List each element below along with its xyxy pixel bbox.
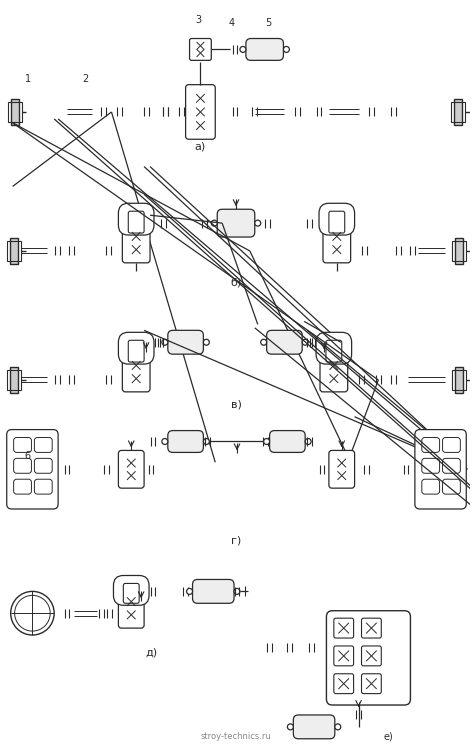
FancyBboxPatch shape xyxy=(168,330,203,354)
Circle shape xyxy=(162,339,168,345)
Circle shape xyxy=(255,220,261,226)
Bar xyxy=(7,370,20,390)
Bar xyxy=(455,367,464,393)
Bar xyxy=(7,241,20,261)
FancyBboxPatch shape xyxy=(320,352,348,392)
FancyBboxPatch shape xyxy=(123,352,150,392)
Text: 1: 1 xyxy=(25,74,31,84)
Text: 6: 6 xyxy=(25,452,31,461)
FancyBboxPatch shape xyxy=(7,430,58,509)
Circle shape xyxy=(234,589,240,595)
FancyBboxPatch shape xyxy=(270,431,305,452)
FancyBboxPatch shape xyxy=(319,203,355,235)
Circle shape xyxy=(288,724,293,730)
Circle shape xyxy=(240,46,246,52)
Circle shape xyxy=(203,438,210,444)
Bar xyxy=(11,99,18,125)
FancyBboxPatch shape xyxy=(128,340,144,362)
Bar xyxy=(9,238,18,264)
FancyBboxPatch shape xyxy=(114,575,149,605)
Circle shape xyxy=(186,589,193,595)
FancyBboxPatch shape xyxy=(293,715,335,739)
FancyBboxPatch shape xyxy=(217,209,255,237)
Text: д): д) xyxy=(145,648,157,658)
Text: 4: 4 xyxy=(228,18,234,28)
Text: г): г) xyxy=(231,536,241,546)
Circle shape xyxy=(261,339,267,345)
Bar xyxy=(8,102,22,122)
Text: е): е) xyxy=(383,731,393,742)
Text: stroy-technics.ru: stroy-technics.ru xyxy=(201,733,272,742)
Text: 3: 3 xyxy=(195,15,201,25)
FancyBboxPatch shape xyxy=(316,333,351,364)
FancyBboxPatch shape xyxy=(123,583,139,603)
FancyBboxPatch shape xyxy=(118,333,154,364)
FancyBboxPatch shape xyxy=(267,330,302,354)
Bar xyxy=(451,102,465,122)
Bar xyxy=(455,238,464,264)
FancyBboxPatch shape xyxy=(190,38,211,61)
Bar xyxy=(453,241,466,261)
FancyBboxPatch shape xyxy=(415,430,466,509)
Text: 2: 2 xyxy=(82,74,88,84)
FancyBboxPatch shape xyxy=(118,589,144,628)
Text: 5: 5 xyxy=(266,18,272,28)
Bar xyxy=(455,99,462,125)
FancyBboxPatch shape xyxy=(128,211,144,233)
FancyBboxPatch shape xyxy=(118,450,144,488)
FancyBboxPatch shape xyxy=(323,223,350,263)
Bar xyxy=(9,367,18,393)
Circle shape xyxy=(305,438,311,444)
Text: а): а) xyxy=(195,142,206,152)
Circle shape xyxy=(211,220,217,226)
Circle shape xyxy=(302,339,308,345)
FancyBboxPatch shape xyxy=(326,610,411,705)
FancyBboxPatch shape xyxy=(246,38,283,61)
FancyBboxPatch shape xyxy=(329,450,355,488)
Circle shape xyxy=(203,339,210,345)
FancyBboxPatch shape xyxy=(123,223,150,263)
Circle shape xyxy=(162,438,168,444)
Circle shape xyxy=(335,724,341,730)
FancyBboxPatch shape xyxy=(168,431,203,452)
Circle shape xyxy=(263,438,270,444)
FancyBboxPatch shape xyxy=(118,203,154,235)
Bar xyxy=(453,370,466,390)
FancyBboxPatch shape xyxy=(185,85,215,139)
FancyBboxPatch shape xyxy=(329,211,345,233)
FancyBboxPatch shape xyxy=(193,580,234,603)
FancyBboxPatch shape xyxy=(326,340,342,362)
Circle shape xyxy=(283,46,289,52)
Text: б): б) xyxy=(230,278,242,288)
Text: в): в) xyxy=(230,400,241,410)
